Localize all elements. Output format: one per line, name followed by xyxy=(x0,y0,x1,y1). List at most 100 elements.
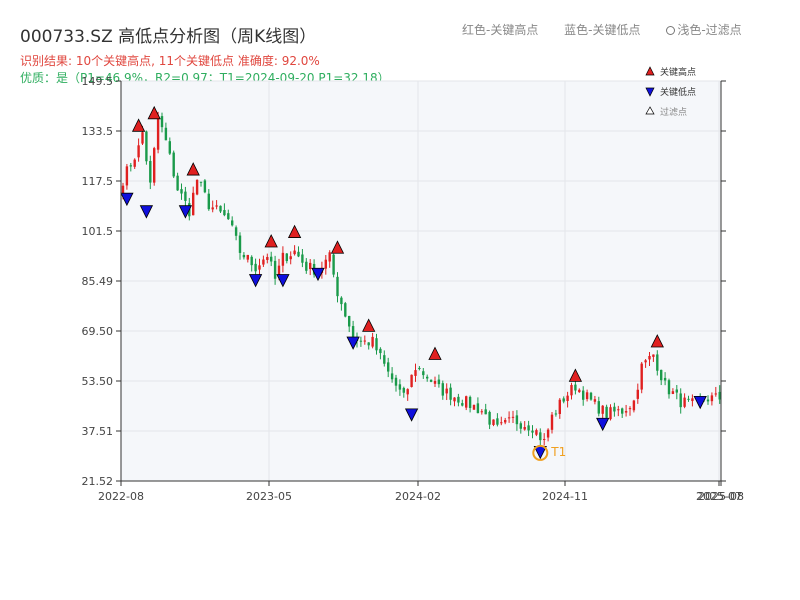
candle-body xyxy=(468,396,472,408)
candle-body xyxy=(301,254,304,263)
y-axis: 21.52 37.51 53.50 69.50 85.49 101.5 117.5 133.5… xyxy=(82,75,726,488)
candle-body xyxy=(613,406,616,412)
candle-body xyxy=(523,427,526,430)
candle-body xyxy=(574,384,577,391)
candle-body xyxy=(550,414,554,430)
candle-body xyxy=(367,342,370,346)
candle-body xyxy=(461,403,464,406)
key-high-marker xyxy=(147,105,161,120)
candle-body xyxy=(270,256,273,262)
candle-body xyxy=(234,227,238,236)
candle-body xyxy=(344,303,347,317)
candle-body xyxy=(628,408,632,410)
candle-body xyxy=(589,392,593,400)
candle-body xyxy=(492,419,495,425)
candle-body xyxy=(648,355,651,360)
candle-body xyxy=(254,263,257,272)
candle-body xyxy=(624,411,628,413)
candle-body xyxy=(621,408,624,414)
candle-body xyxy=(644,360,647,363)
candle-body xyxy=(176,175,179,191)
key-low-marker xyxy=(596,417,610,432)
key-low-marker xyxy=(311,267,325,282)
candle-body xyxy=(652,354,655,357)
candle-body xyxy=(453,397,456,402)
candle-body xyxy=(465,396,468,408)
candle-body xyxy=(207,193,210,210)
candle-body xyxy=(383,355,386,364)
candle-body xyxy=(199,181,203,183)
candle-body xyxy=(597,401,600,414)
candle-body xyxy=(535,430,538,435)
candle-body xyxy=(496,418,499,425)
key-high-marker xyxy=(287,224,302,238)
y-tick-label: 69.50 xyxy=(82,325,114,338)
candle-body xyxy=(558,399,561,415)
x-tick-label: 2025-08 xyxy=(698,490,744,503)
candle-body xyxy=(375,338,378,351)
candle-body xyxy=(351,326,355,337)
chart-legend: 关键高点 关键低点 过滤点 xyxy=(645,66,696,118)
key-high-marker xyxy=(131,118,146,132)
candle-body xyxy=(129,165,132,167)
legend-low-label: 关键低点 xyxy=(660,86,696,98)
candle-body xyxy=(519,423,522,429)
candle-body xyxy=(449,387,452,400)
y-tick-label: 101.5 xyxy=(82,225,114,238)
candle-body xyxy=(671,391,675,394)
result-summary: 识别结果: 10个关键高点, 11个关键低点 准确度: 92.0% xyxy=(20,54,320,68)
key-high-marker xyxy=(264,234,278,248)
candle-body xyxy=(332,254,335,275)
key-low-marker xyxy=(178,205,193,219)
y-tick-label: 21.52 xyxy=(82,475,114,488)
candle-body xyxy=(640,363,643,390)
candle-body xyxy=(371,336,374,347)
candle-body xyxy=(363,340,366,342)
candle-body xyxy=(609,407,612,420)
candle-body xyxy=(336,276,339,297)
x-tick-label: 2024-02 xyxy=(395,490,441,503)
candle-body xyxy=(289,256,292,260)
candle-body xyxy=(402,387,405,393)
y-tick-label: 149.5 xyxy=(82,75,114,88)
candle-body xyxy=(180,189,183,194)
candle-body xyxy=(472,404,476,410)
candle-body xyxy=(394,377,398,386)
candle-body xyxy=(484,409,487,415)
candle-body xyxy=(285,253,288,262)
candle-body xyxy=(281,252,285,266)
candle-body xyxy=(562,398,565,402)
candle-body xyxy=(242,254,246,258)
candle-body xyxy=(527,425,530,431)
candles xyxy=(121,111,721,446)
candle-body xyxy=(195,179,199,195)
candle-body xyxy=(266,257,269,260)
x-tick-label: 2023-05 xyxy=(246,490,292,503)
t1-circle-marker xyxy=(532,444,549,461)
candle-body xyxy=(531,430,534,433)
candle-body xyxy=(488,411,491,425)
candle-body xyxy=(258,265,261,270)
key-low-marker xyxy=(276,274,290,288)
legend-low-text: 蓝色-关键低点 xyxy=(564,23,641,37)
candle-body xyxy=(192,192,195,216)
candle-body xyxy=(601,405,604,414)
candle-body xyxy=(164,127,168,141)
key-low-marker xyxy=(120,192,134,207)
markers: T1 xyxy=(120,105,707,461)
candle-body xyxy=(250,256,253,266)
candle-body xyxy=(515,415,519,425)
x-tick-label: 2024-11 xyxy=(542,490,588,503)
candle-body xyxy=(340,297,343,305)
candle-body xyxy=(457,396,460,403)
y-tick-label: 37.51 xyxy=(82,425,114,438)
candle-body xyxy=(203,180,207,193)
candle-body xyxy=(429,379,433,382)
candle-body xyxy=(663,377,667,381)
candle-body xyxy=(422,371,425,376)
legend-high-icon xyxy=(645,66,655,76)
legend-filtered-text: 浅色-过滤点 xyxy=(677,23,742,37)
candle-body xyxy=(632,400,636,411)
candle-body xyxy=(414,370,417,376)
candle-body xyxy=(675,389,678,393)
